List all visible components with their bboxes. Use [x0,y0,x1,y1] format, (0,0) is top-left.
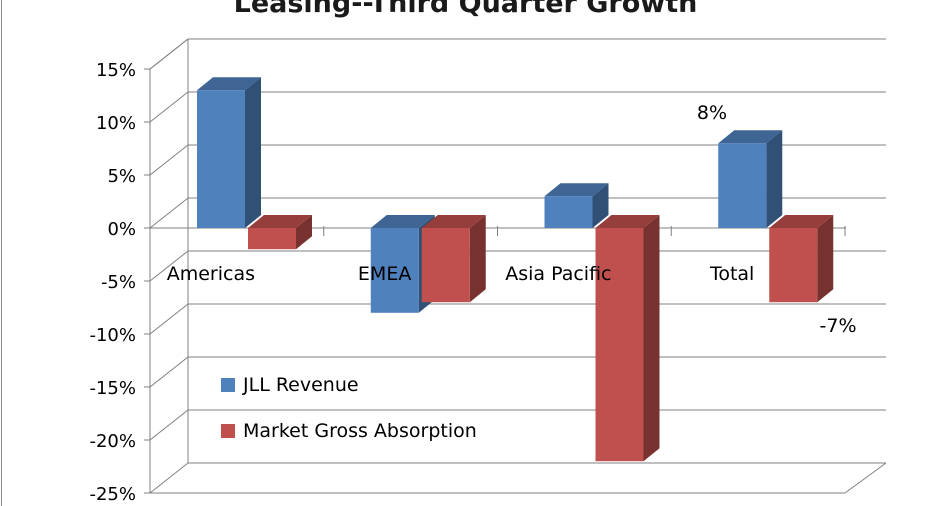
y-tick-label: -25% [89,484,136,505]
gridline-depth [149,91,189,123]
chart-legend: JLL Revenue Market Gross Absorption [221,374,477,442]
chart-bars [197,77,834,462]
y-tick-label: 10% [96,113,136,134]
bar-market-gross-absorption-americas [248,215,312,250]
y-tick-label: 5% [107,166,136,187]
legend-entry: Market Gross Absorption [243,420,477,442]
gridline-depth [149,462,189,494]
bar-front [769,228,818,303]
legend-swatch [221,424,235,438]
gridline-depth [149,356,189,388]
y-tick-label: -20% [89,431,136,452]
bar-top [718,130,783,144]
bar-side [592,183,609,228]
chart-title: Leasing--Third Quarter Growth [233,0,698,19]
bar-front [718,143,767,228]
gridline-depth [149,197,189,229]
bar-jll-revenue-americas [197,77,261,228]
data-label: -7% [820,315,857,337]
gridline-depth [149,144,189,176]
bar-front [544,196,593,228]
bar-jll-revenue-total [718,130,783,228]
bar-top [769,215,834,228]
category-label: Americas [167,263,255,285]
gridline-depth [149,409,189,441]
bar-top [421,215,486,228]
bar-front [595,228,644,462]
bar-side [817,215,834,303]
y-tick-label: -5% [101,272,136,293]
bar-jll-revenue-asia-pacific [544,183,609,228]
data-label: 8% [697,102,727,124]
bar-front [421,228,470,303]
bar-front [370,228,419,313]
bar-side [766,130,783,228]
y-tick-label: -10% [89,325,136,346]
category-label: Asia Pacific [505,263,611,285]
category-label: EMEA [358,263,411,285]
bar-front [248,228,296,250]
legend-entry: JLL Revenue [242,374,359,396]
bar-top [197,77,261,91]
gridline-depth [149,303,189,335]
bar-top [595,215,660,228]
bar-market-gross-absorption-emea [421,215,486,303]
bar-side [296,215,312,250]
bar-market-gross-absorption-asia-pacific [595,215,660,462]
chart-category-labels: Americas EMEA Asia Pacific Total [167,263,755,285]
chart-y-tick-labels: 15% 10% 5% 0% -5% -10% -15% -20% -25% [89,60,136,505]
bar-top [544,183,609,197]
gridline-depth [149,38,189,70]
chart-data-labels: 8% -7% [697,102,857,337]
bar-side [245,77,261,228]
gridline-depth [149,250,189,282]
bar-market-gross-absorption-total [769,215,834,303]
y-tick-label: 15% [96,60,136,81]
bottom-floor-right-edge [844,462,887,494]
bar-front [197,90,245,228]
bar-top [248,215,312,228]
y-tick-label: 0% [107,219,136,240]
category-label: Total [709,263,754,285]
bar-side [469,215,486,303]
y-tick-label: -15% [89,378,136,399]
bar-top [370,215,435,228]
legend-swatch [221,378,235,392]
bar-side [643,215,660,462]
